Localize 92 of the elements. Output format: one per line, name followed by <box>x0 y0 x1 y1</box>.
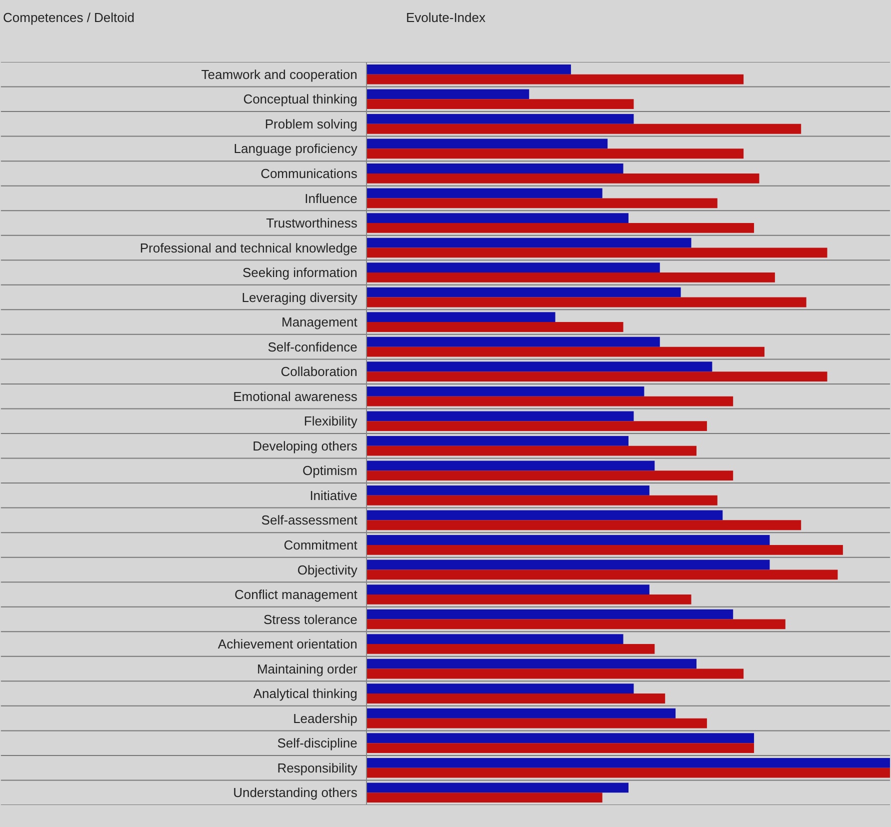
bar <box>367 262 660 273</box>
bar <box>367 64 571 74</box>
bar <box>367 510 723 520</box>
y-tick-label: Trustworthiness <box>266 216 358 231</box>
bar <box>367 336 660 347</box>
bar <box>367 148 744 159</box>
y-tick-label: Conceptual thinking <box>243 92 358 107</box>
bar <box>367 173 760 184</box>
bar <box>367 99 634 110</box>
bar <box>367 609 734 620</box>
y-tick-label: Problem solving <box>264 116 358 132</box>
bar <box>367 460 655 471</box>
bar <box>367 758 890 768</box>
y-tick-label: Objectivity <box>297 562 358 578</box>
y-tick-label: Analytical thinking <box>253 686 358 702</box>
bar <box>367 535 770 545</box>
bar <box>367 124 802 134</box>
bar <box>367 386 644 396</box>
y-tick-label: Flexibility <box>304 414 358 429</box>
y-tick-label: Management <box>282 314 358 330</box>
y-tick-label: Developing others <box>252 438 358 454</box>
bar <box>367 297 806 308</box>
bar <box>367 362 712 372</box>
y-tick-label: Understanding others <box>233 785 358 800</box>
bar <box>367 560 770 570</box>
y-tick-label: Commitment <box>284 538 358 552</box>
bar <box>367 743 754 753</box>
y-tick-label: Seeking information <box>242 265 358 280</box>
bar <box>367 198 718 208</box>
bar <box>367 668 744 679</box>
y-axis-title: Competences / Deltoid <box>3 10 135 25</box>
y-tick-label: Collaboration <box>280 364 358 380</box>
bar <box>367 684 634 694</box>
y-tick-label: Achievement orientation <box>218 636 358 652</box>
y-tick-label: Leadership <box>293 710 358 726</box>
bar <box>367 495 718 506</box>
y-tick-label: Self-confidence <box>268 339 358 354</box>
bar <box>367 272 775 282</box>
y-tick-label: Influence <box>304 190 358 206</box>
bar <box>367 792 602 803</box>
bar <box>367 486 650 496</box>
y-tick-label: Maintaining order <box>256 661 358 676</box>
bar <box>367 768 890 778</box>
x-axis-title: Evolute-Index <box>406 10 486 25</box>
y-tick-label: Self-assessment <box>261 512 358 528</box>
bar <box>367 436 628 446</box>
bar <box>367 520 802 530</box>
bar <box>367 733 754 744</box>
bar <box>367 470 734 481</box>
bar <box>367 634 624 644</box>
bar <box>367 584 650 594</box>
y-tick-label: Language proficiency <box>234 141 358 156</box>
y-tick-label: Communications <box>260 166 358 181</box>
y-tick-label: Teamwork and cooperation <box>201 66 358 82</box>
bar <box>367 782 628 793</box>
bar <box>367 114 634 124</box>
y-tick-label: Stress tolerance <box>263 612 358 627</box>
bar <box>367 89 530 100</box>
bar <box>367 287 681 298</box>
bar <box>367 544 843 555</box>
bar <box>367 222 754 233</box>
y-tick-label: Professional and technical knowledge <box>140 240 358 256</box>
bar <box>367 718 707 728</box>
bar <box>367 421 707 432</box>
bar <box>367 658 696 669</box>
bar <box>367 164 624 174</box>
bar <box>367 446 696 456</box>
bar <box>367 346 764 357</box>
bar <box>367 411 634 422</box>
bar <box>367 708 676 718</box>
bar <box>367 312 556 322</box>
bar <box>367 138 608 149</box>
y-tick-label: Emotional awareness <box>233 388 358 404</box>
bar <box>367 619 786 630</box>
y-tick-label: Conflict management <box>234 587 358 602</box>
y-tick-label: Self-discipline <box>277 736 358 751</box>
bar <box>367 372 828 382</box>
y-tick-label: Initiative <box>310 488 358 503</box>
y-tick-label: Leveraging diversity <box>242 290 358 305</box>
bar <box>367 248 828 258</box>
bar <box>367 213 628 223</box>
bar <box>367 396 734 406</box>
bar <box>367 74 744 84</box>
y-tick-label: Optimism <box>302 463 358 478</box>
bar <box>367 644 655 654</box>
bar <box>367 322 624 332</box>
bar <box>367 188 602 198</box>
y-tick-label: Responsibility <box>277 760 358 776</box>
bar <box>367 594 692 604</box>
bar <box>367 570 838 580</box>
bar <box>367 238 692 248</box>
bar <box>367 694 666 704</box>
